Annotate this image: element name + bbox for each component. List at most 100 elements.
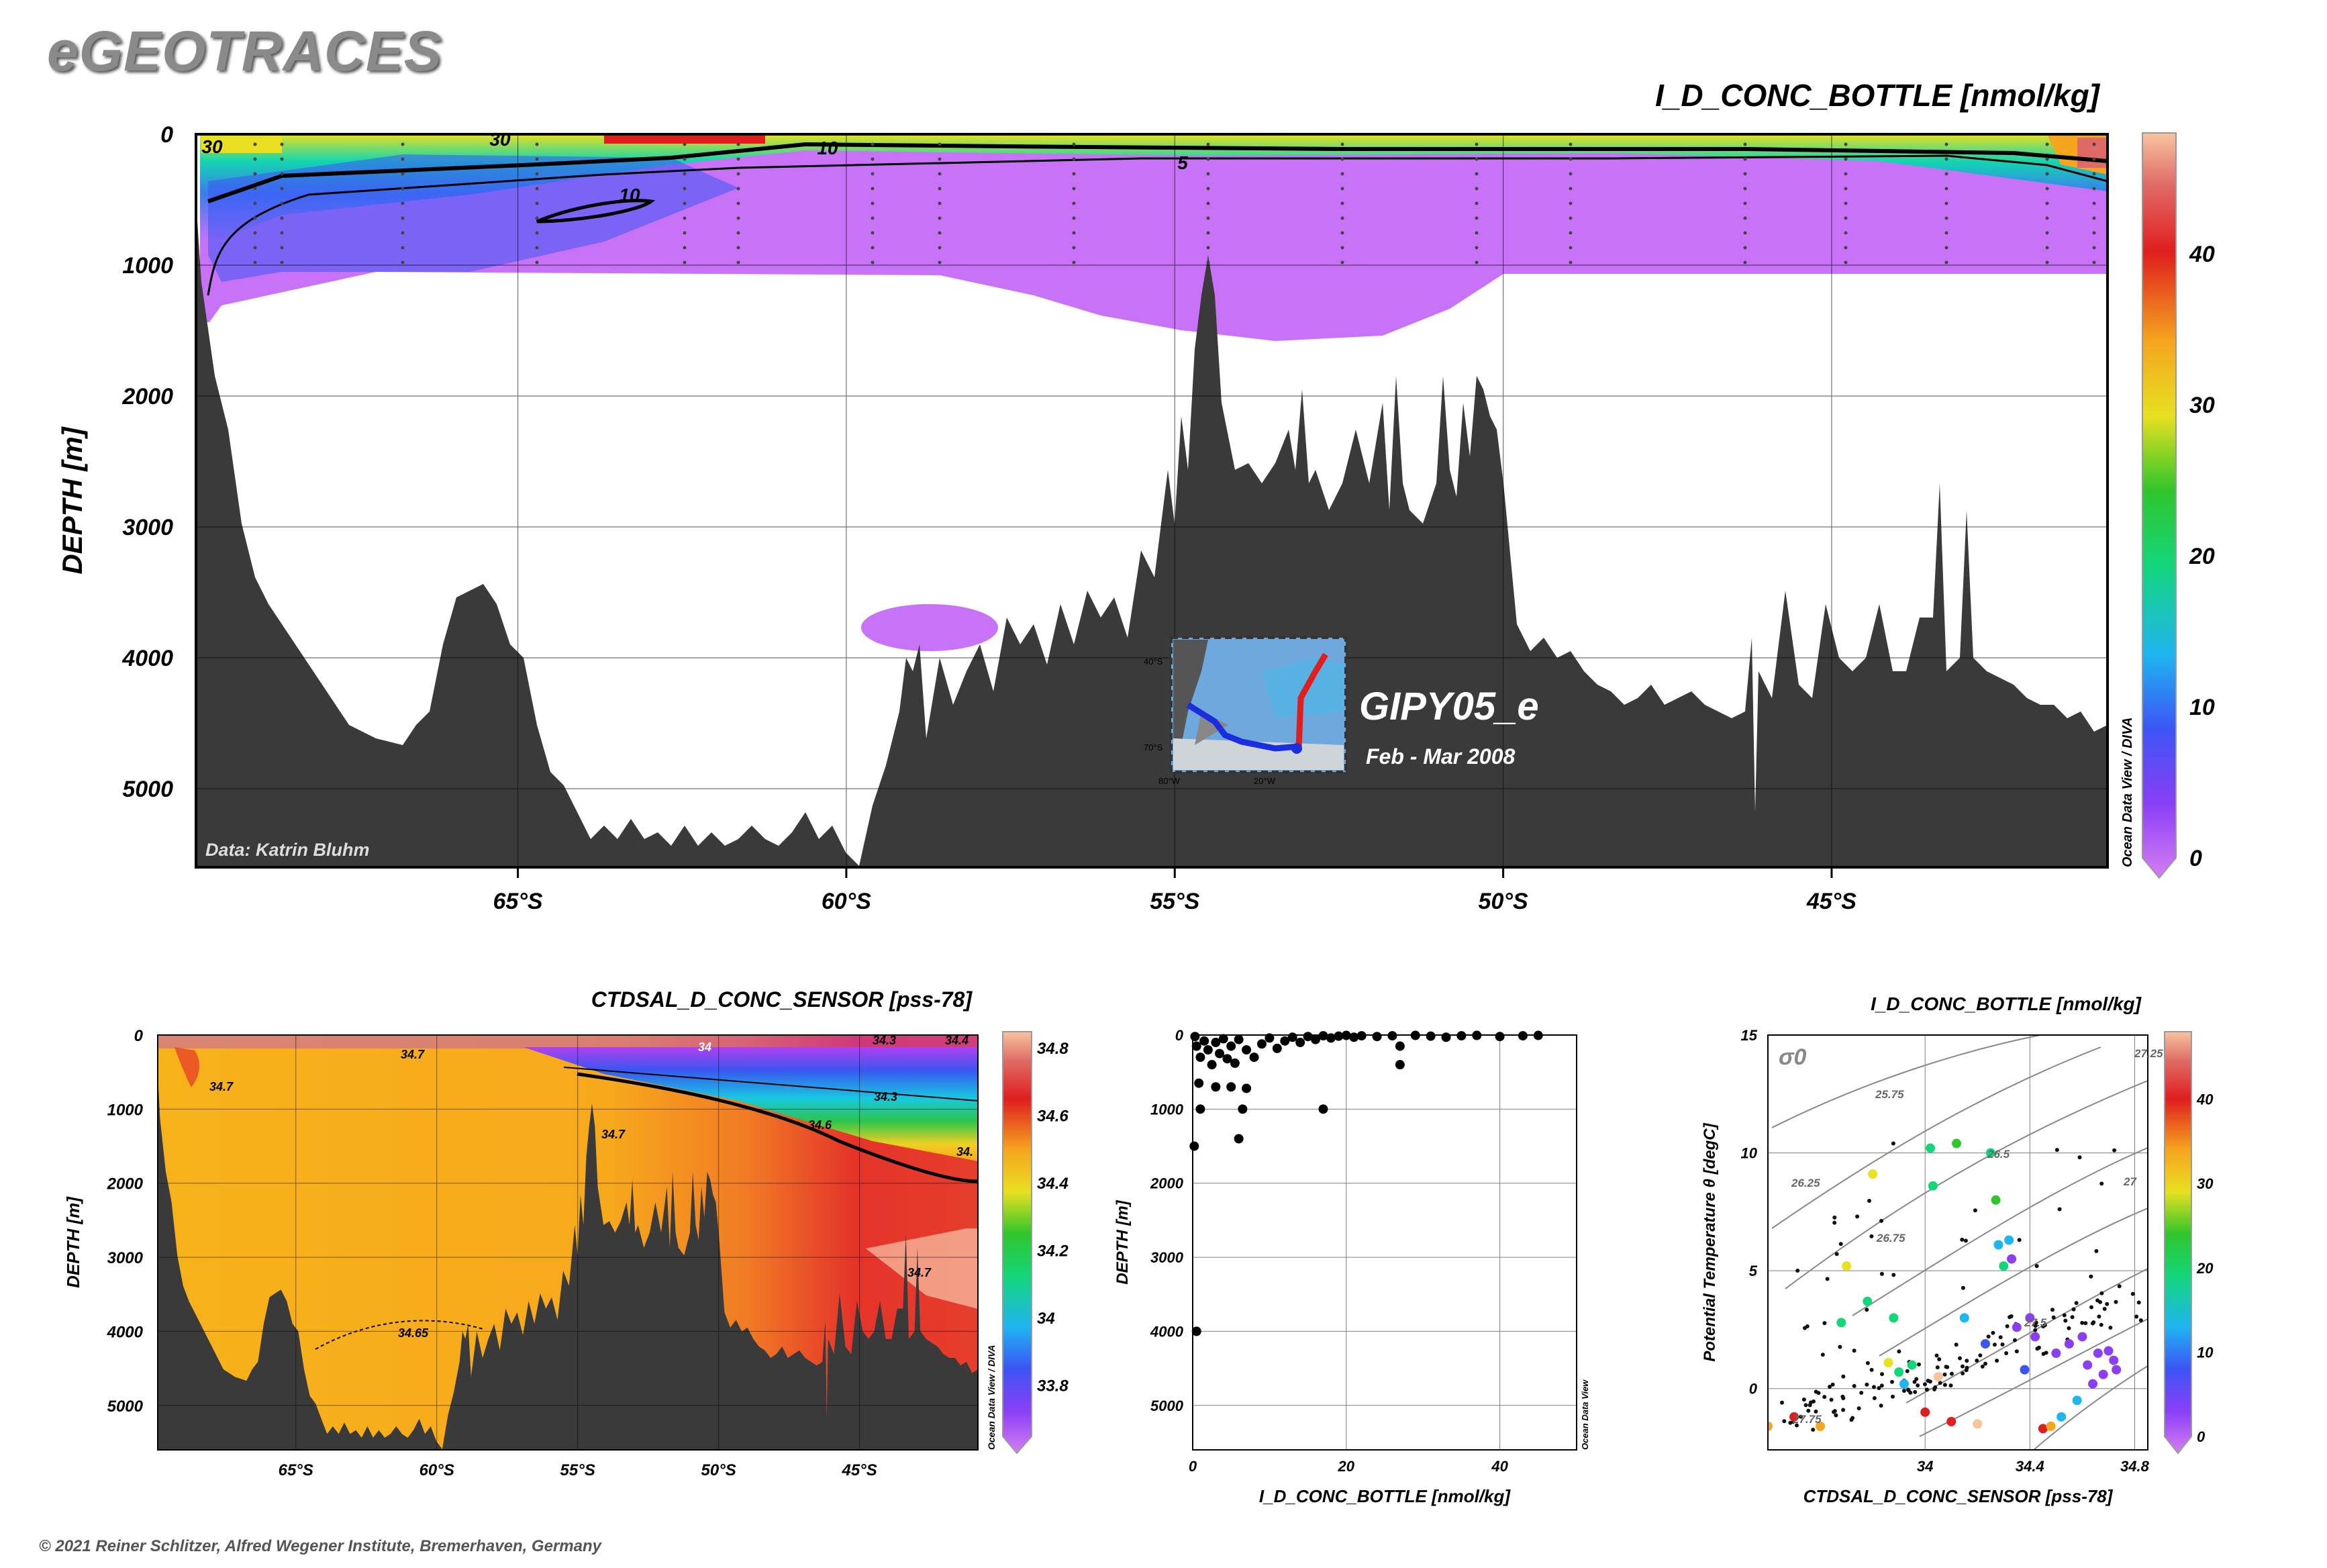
data-point (2098, 1369, 2108, 1379)
x-tick-label: 65°S (493, 889, 543, 914)
data-point (1959, 1313, 1969, 1323)
data-point (1222, 1054, 1232, 1064)
data-point (1230, 1058, 1240, 1068)
svg-text:26.5: 26.5 (1987, 1148, 2010, 1161)
data-point (1272, 1043, 1282, 1053)
data-point (1889, 1313, 1899, 1323)
contour-label-5: 5 (1177, 152, 1188, 173)
data-point (1926, 1143, 1936, 1153)
data-point (1211, 1038, 1221, 1048)
data-point (2046, 1421, 2056, 1431)
colorbar-b (1002, 1031, 1032, 1455)
svg-text:20°W: 20°W (1254, 776, 1276, 786)
y-tick-label: 5000 (122, 777, 173, 802)
colorbar-tick-label: 10 (2189, 695, 2215, 720)
data-point (1189, 1141, 1199, 1151)
isopycnals (1771, 1035, 2148, 1450)
data-point (1318, 1031, 1328, 1041)
data-point (1207, 1060, 1217, 1070)
data-point (2093, 1349, 2103, 1359)
svg-text:34.3: 34.3 (873, 1034, 896, 1047)
y-tick-label: 3000 (1150, 1249, 1184, 1266)
watermark-diva-b: Ocean Data View / DIVA (986, 1345, 997, 1450)
contour-label-10-b: 10 (619, 185, 640, 205)
data-point (1195, 1052, 1205, 1063)
colorbar-tick-label: 40 (2196, 1091, 2214, 1108)
data-point (1211, 1082, 1221, 1092)
data-point (1456, 1031, 1467, 1041)
data-point (1356, 1031, 1367, 1041)
data-point (1326, 1033, 1336, 1043)
bathymetry (196, 201, 2108, 867)
svg-text:27.25: 27.25 (2134, 1047, 2163, 1060)
svg-text:27: 27 (2123, 1175, 2137, 1188)
data-point (2038, 1424, 2048, 1434)
svg-text:80°W: 80°W (1158, 776, 1181, 786)
data-point (2064, 1338, 2074, 1349)
y-tick-label: 2000 (1150, 1175, 1184, 1192)
data-point (1426, 1031, 1436, 1041)
svg-text:34.6: 34.6 (808, 1118, 832, 1132)
data-point (1533, 1030, 1543, 1040)
data-point (1991, 1195, 2001, 1205)
main-section-plot: 30 30 10 5 10 Data: Katrin Bluhm Ocean D… (195, 129, 2177, 879)
watermark-diva-a: Ocean Data View / DIVA (2120, 718, 2135, 867)
data-point (1387, 1031, 1397, 1041)
chart-title: I_D_CONC_BOTTLE [nmol/kg] (1871, 993, 2142, 1014)
data-point (2109, 1355, 2119, 1365)
data-point (1311, 1034, 1321, 1044)
svg-text:34.65: 34.65 (398, 1326, 429, 1340)
data-point (1410, 1030, 1420, 1040)
y-tick-label: 3000 (107, 1249, 144, 1267)
data-point (1295, 1038, 1305, 1048)
y-tick-label: 1000 (1150, 1101, 1184, 1118)
contour-label-10: 10 (817, 138, 838, 158)
data-point (1985, 1148, 1995, 1158)
y-tick-label: 2000 (121, 384, 173, 409)
svg-text:34.7: 34.7 (907, 1266, 932, 1279)
x-tick-label: 34.4 (2016, 1458, 2044, 1475)
contour-label-30-b: 30 (489, 129, 511, 150)
inset-map: 40°S 70°S 80°W 20°W (1144, 636, 1347, 786)
colorbar-tick-label: 34.6 (1037, 1108, 1069, 1126)
y-axis-label: DEPTH [m] (63, 1196, 83, 1288)
x-tick-label: 0 (1189, 1458, 1197, 1475)
colorbar-d (2164, 1031, 2192, 1455)
data-point (2025, 1313, 2035, 1323)
colorbar-tick-label: 40 (2189, 242, 2215, 267)
data-point (1234, 1034, 1244, 1044)
colorbar-tick-label: 30 (2189, 393, 2215, 418)
data-point (1256, 1039, 1267, 1049)
colorbar-tick-label: 20 (2189, 544, 2215, 569)
data-point (1842, 1261, 1852, 1271)
data-point (1218, 1034, 1228, 1044)
cruise-track-blue (1186, 702, 1299, 752)
data-point (1242, 1045, 1252, 1055)
profile-points (1189, 1030, 1543, 1336)
data-point (1894, 1367, 1904, 1377)
x-tick-label: 20 (1338, 1458, 1355, 1475)
data-point (1265, 1033, 1275, 1043)
iodine-field-blue (208, 154, 738, 282)
data-credit: Data: Katrin Bluhm (205, 840, 370, 860)
data-point (1280, 1036, 1290, 1046)
data-point (1226, 1082, 1236, 1092)
iodine-field-deep-patch (861, 604, 998, 651)
svg-text:26.75: 26.75 (1876, 1232, 1905, 1244)
data-point (2030, 1332, 2040, 1342)
data-point (1226, 1041, 1236, 1051)
cruise-name: GIPY05_e (1359, 685, 1539, 728)
cruise-track-red (1295, 652, 1328, 749)
data-point (1194, 1078, 1204, 1088)
x-axis-label: I_D_CONC_BOTTLE [nmol/kg] (1259, 1486, 1511, 1506)
y-tick-label: 2000 (107, 1175, 144, 1193)
data-point (1928, 1181, 1938, 1191)
data-point (2051, 1349, 2061, 1359)
data-point (1372, 1032, 1382, 1042)
data-point (1249, 1052, 1259, 1063)
y-tick-label: 4000 (107, 1323, 144, 1341)
x-tick-label: 50°S (701, 1461, 736, 1479)
svg-text:27.5: 27.5 (2024, 1316, 2047, 1329)
data-point (2057, 1412, 2067, 1422)
data-point (1946, 1416, 1957, 1426)
